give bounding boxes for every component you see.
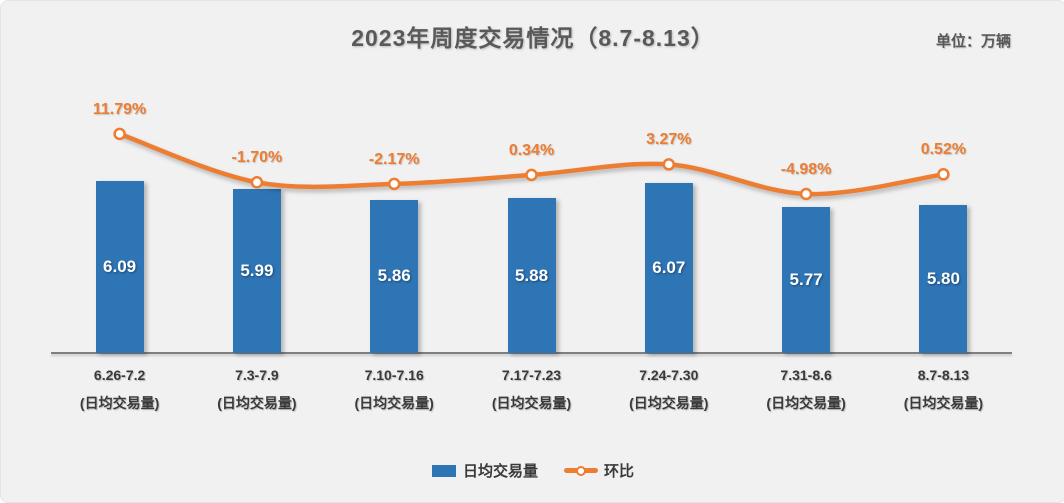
bar: 6.09	[95, 180, 144, 353]
chart-title: 2023年周度交易情况（8.7-8.13）	[351, 25, 715, 51]
bar: 5.77	[782, 207, 831, 353]
bar-value-label: 5.86	[377, 266, 411, 286]
bar: 6.07	[644, 182, 693, 353]
bar-value-label: 5.77	[789, 270, 823, 290]
x-tick-label: 7.17-7.23 (日均交易量)	[464, 367, 600, 413]
legend-line-label: 环比	[604, 463, 635, 480]
x-tick-sublabel: (日均交易量)	[766, 395, 846, 411]
x-tick-range: 7.10-7.16	[364, 367, 424, 383]
bar: 5.99	[232, 189, 281, 353]
x-tick-sublabel: (日均交易量)	[629, 395, 709, 411]
bar-value-label: 6.09	[103, 256, 137, 276]
legend: 日均交易量 环比	[1, 460, 1064, 481]
line-point-label: 0.34%	[508, 141, 555, 159]
bar: 5.88	[507, 198, 556, 353]
bar: 5.80	[919, 204, 968, 353]
line-marker	[525, 168, 538, 182]
line-point-label: 11.79%	[92, 100, 147, 118]
bar-value-label: 5.88	[514, 265, 549, 285]
x-tick-label: 8.7-8.13 (日均交易量)	[875, 367, 1011, 413]
line-point-label: -2.17%	[368, 150, 420, 168]
x-tick-label: 7.3-7.9 (日均交易量)	[189, 367, 325, 413]
line-marker	[113, 127, 126, 141]
bar-swatch-icon	[431, 464, 456, 477]
legend-bar-label: 日均交易量	[462, 463, 538, 480]
line-point-label: -1.70%	[231, 149, 283, 167]
x-tick-range: 6.26-7.2	[93, 367, 146, 383]
line-marker	[937, 168, 950, 181]
bar: 5.86	[370, 199, 419, 353]
legend-item-bar: 日均交易量	[431, 460, 538, 481]
line-point-label: 0.52%	[920, 141, 967, 159]
x-tick-sublabel: (日均交易量)	[354, 395, 434, 411]
x-tick-sublabel: (日均交易量)	[217, 395, 297, 411]
legend-item-line: 环比	[564, 460, 634, 481]
line-swatch-icon	[564, 465, 598, 476]
x-tick-range: 7.24-7.30	[639, 367, 699, 383]
line-point-label: -4.98%	[780, 161, 832, 178]
line-point-label: 3.27%	[646, 131, 692, 149]
line-marker	[387, 177, 401, 191]
bar-value-label: 6.07	[652, 257, 686, 277]
x-tick-label: 7.24-7.30 (日均交易量)	[601, 367, 737, 413]
line-marker	[799, 187, 813, 201]
line-marker-icon	[576, 465, 586, 476]
unit-label: 单位：万辆	[935, 33, 1011, 50]
line-marker	[250, 176, 264, 189]
x-tick-sublabel: (日均交易量)	[903, 395, 984, 411]
bar-value-label: 5.80	[926, 268, 960, 288]
x-tick-label: 7.31-8.6 (日均交易量)	[738, 367, 874, 413]
line-marker	[662, 158, 676, 171]
x-tick-range: 8.7-8.13	[917, 367, 970, 383]
x-tick-label: 7.10-7.16 (日均交易量)	[326, 367, 462, 413]
bar-value-label: 5.99	[240, 261, 274, 281]
x-tick-range: 7.17-7.23	[501, 367, 562, 383]
x-tick-sublabel: (日均交易量)	[79, 395, 160, 411]
x-tick-range: 7.3-7.9	[235, 367, 279, 383]
x-tick-label: 6.26-7.2 (日均交易量)	[52, 367, 188, 413]
x-axis-line	[51, 352, 1012, 354]
x-tick-sublabel: (日均交易量)	[491, 395, 572, 411]
x-tick-range: 7.31-8.6	[780, 367, 832, 383]
